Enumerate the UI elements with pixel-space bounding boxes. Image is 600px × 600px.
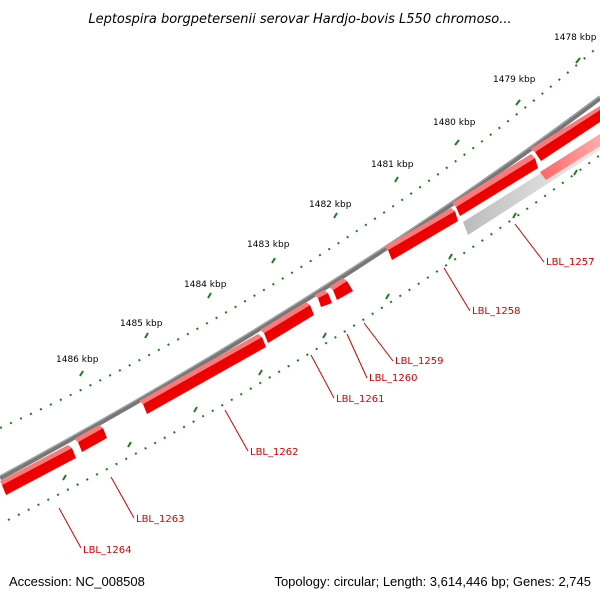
- gene-label-lbl-1259[interactable]: LBL_1259: [363, 322, 443, 367]
- gene-label-lbl-1262[interactable]: LBL_1262: [224, 409, 298, 458]
- gene-label-lbl-1261[interactable]: LBL_1261: [310, 354, 384, 405]
- inner-tick: [385, 293, 390, 300]
- gene-label-lbl-1257[interactable]: LBL_1257: [514, 223, 594, 268]
- leader-line: [110, 476, 135, 519]
- leader-line: [514, 223, 545, 263]
- gene-labels: LBL_1257 LBL_1258 LBL_1259 LBL_1260 LBL_…: [58, 223, 594, 556]
- scale-tick: [394, 176, 399, 183]
- scale-tick: [144, 332, 149, 339]
- inner-tick: [62, 474, 67, 481]
- scale-tick: [79, 370, 84, 377]
- scale-tick: [454, 139, 460, 146]
- svg-text:LBL_1264: LBL_1264: [83, 545, 131, 556]
- inner-scale-ring: [7, 154, 600, 521]
- scale-tick: [271, 257, 276, 264]
- genome-backbone-highlight: [0, 95, 600, 477]
- svg-text:LBL_1262: LBL_1262: [250, 447, 298, 458]
- genome-backbone: [0, 95, 600, 481]
- leader-line: [224, 409, 249, 452]
- gene-faded-red: [540, 134, 600, 180]
- scale-label: 1482 kbp: [309, 200, 352, 210]
- gene-block-lbl-1260[interactable]: [314, 290, 332, 307]
- gene-faded[interactable]: [463, 134, 600, 235]
- scale-label: 1484 kbp: [184, 280, 227, 290]
- inner-tick: [258, 369, 263, 376]
- inner-tick: [193, 406, 198, 413]
- map-title: Leptospira borgpetersenii serovar Hardjo…: [88, 12, 511, 27]
- svg-text:LBL_1263: LBL_1263: [136, 514, 184, 525]
- inner-tick: [448, 253, 453, 260]
- scale-label: 1478 kbp: [554, 33, 597, 43]
- leader-line: [443, 267, 471, 312]
- gene-label-lbl-1264[interactable]: LBL_1264: [58, 507, 131, 556]
- inner-scale-dots: [7, 154, 600, 521]
- scale-label: 1480 kbp: [433, 118, 476, 128]
- inner-tick: [322, 332, 327, 339]
- gene-label-lbl-1260[interactable]: LBL_1260: [346, 333, 417, 384]
- inner-tick: [127, 441, 132, 448]
- inner-tick: [573, 169, 578, 176]
- gene-block-lbl-1258[interactable]: [384, 208, 458, 260]
- scale-tick: [575, 57, 581, 64]
- leader-line: [363, 322, 394, 362]
- svg-text:LBL_1261: LBL_1261: [336, 394, 384, 405]
- leader-line: [58, 507, 82, 549]
- scale-label: 1479 kbp: [493, 75, 536, 85]
- scale-tick: [207, 292, 212, 299]
- gene-label-lbl-1263[interactable]: LBL_1263: [110, 476, 184, 525]
- accession-text: Accession: NC_008508: [9, 574, 145, 589]
- gene-block-lbl-1263[interactable]: [74, 425, 107, 452]
- leader-line: [310, 354, 335, 399]
- scale-label: 1483 kbp: [247, 240, 290, 250]
- scale-label: 1485 kbp: [120, 319, 163, 329]
- gene-block-lbl-1259[interactable]: [329, 278, 353, 300]
- svg-text:LBL_1260: LBL_1260: [369, 373, 417, 384]
- outer-scale-ring: 1478 kbp 1479 kbp 1480 kbp 1481 kbp 1482…: [0, 33, 600, 429]
- gene-block-lbl-1261[interactable]: [260, 302, 314, 343]
- outer-scale-dots: [0, 44, 600, 429]
- leader-line: [346, 333, 368, 379]
- gene-block-lbl-1264[interactable]: [0, 445, 76, 495]
- gene-block-lbl-1258a[interactable]: [452, 154, 538, 216]
- gene-block-lbl-1257[interactable]: [530, 106, 600, 161]
- inner-tick: [512, 212, 517, 219]
- gene-blocks: [0, 106, 600, 495]
- scale-label: 1486 kbp: [56, 355, 99, 365]
- gene-block-lbl-1262[interactable]: [139, 334, 266, 414]
- scale-tick: [333, 212, 338, 219]
- gene-label-lbl-1258[interactable]: LBL_1258: [443, 267, 520, 317]
- svg-text:LBL_1259: LBL_1259: [395, 356, 443, 367]
- scale-label: 1481 kbp: [371, 160, 414, 170]
- svg-text:LBL_1258: LBL_1258: [472, 306, 520, 317]
- scale-tick: [515, 99, 521, 106]
- genome-summary-text: Topology: circular; Length: 3,614,446 bp…: [274, 574, 591, 589]
- svg-text:LBL_1257: LBL_1257: [546, 257, 594, 268]
